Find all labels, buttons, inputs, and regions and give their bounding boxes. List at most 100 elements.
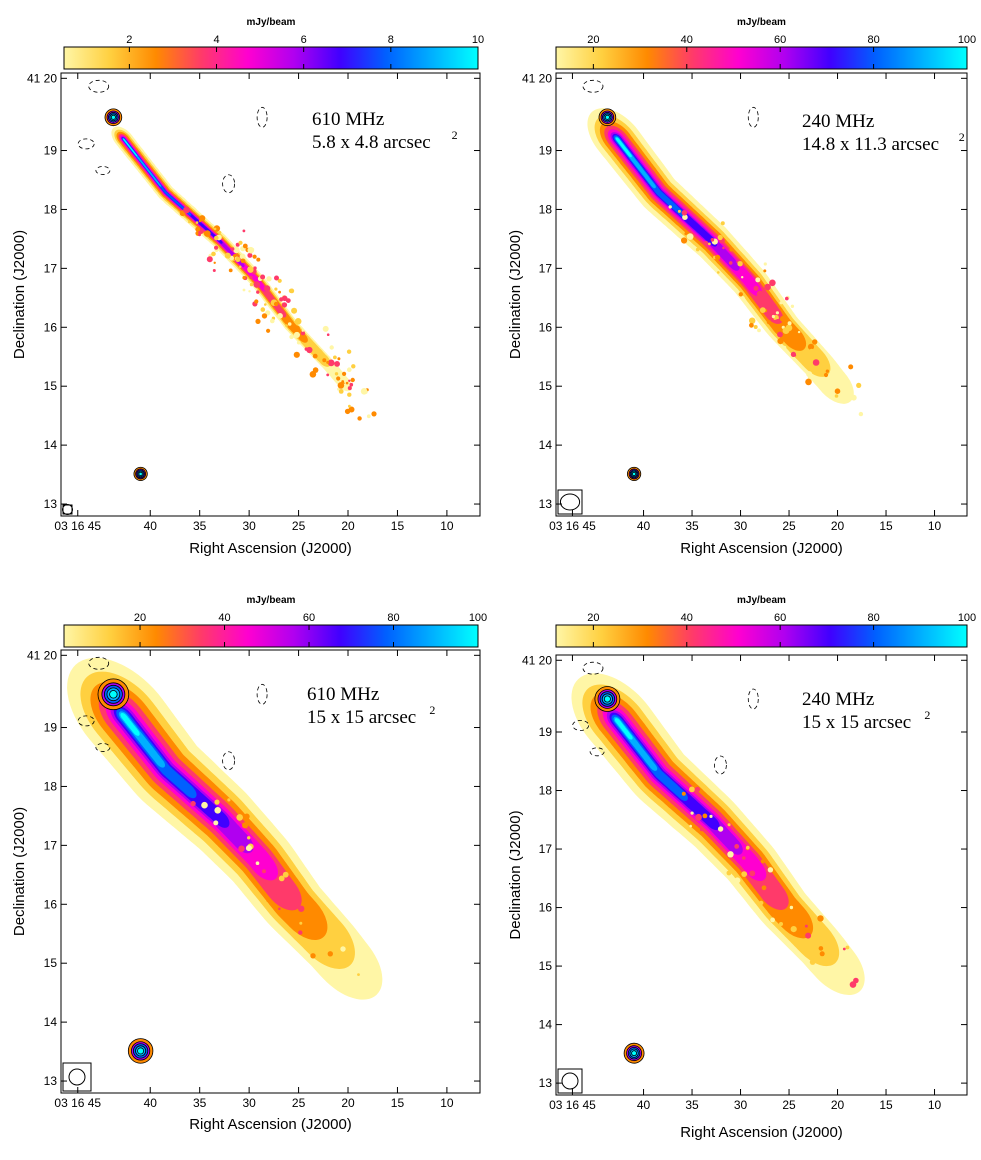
emission-knot — [211, 251, 216, 257]
emission-knot — [684, 232, 688, 236]
emission-knot — [342, 371, 347, 376]
colorbar-tick-label: 40 — [681, 34, 693, 46]
emission-knot — [266, 898, 271, 903]
emission-knot — [296, 340, 301, 345]
x-tick-label: 40 — [144, 519, 158, 533]
emission-knot — [858, 411, 864, 417]
emission-knot — [753, 325, 758, 329]
y-tick-label: 17 — [539, 261, 553, 275]
emission-knot — [227, 798, 231, 802]
colorbar-tick-label: 80 — [387, 612, 399, 624]
emission-knot — [779, 301, 783, 305]
y-tick-label: 15 — [539, 959, 553, 973]
emission-knot — [351, 364, 356, 369]
core-source — [603, 695, 611, 703]
x-tick-label: 03 16 45 — [549, 1098, 596, 1112]
x-tick-label: 10 — [440, 519, 454, 533]
frequency-annotation: 240 MHz — [802, 111, 874, 132]
emission-knot — [278, 907, 281, 911]
negative-contour — [95, 166, 111, 175]
emission-knot — [357, 416, 362, 421]
emission-knot — [249, 276, 253, 279]
panel-3: mJy/beam 20 40 60 80 100 03 16 45 40 35 30 25 20 15 1… — [11, 595, 487, 1133]
emission-knot — [720, 221, 725, 226]
colorbar-tick-label: 80 — [867, 34, 879, 46]
y-tick-label: 41 20 — [522, 653, 552, 667]
emission-knot — [668, 205, 672, 209]
emission-knot — [238, 240, 243, 245]
emission-knot — [274, 287, 278, 291]
x-tick-label: 30 — [734, 519, 748, 533]
emission-knot — [717, 234, 723, 241]
emission-knot — [334, 361, 340, 367]
colorbar-tick-label: 60 — [303, 612, 315, 624]
emission-knot — [681, 791, 686, 796]
emission-knot — [817, 915, 824, 922]
emission-knot — [287, 322, 292, 326]
core-source — [110, 114, 116, 120]
emission-knot — [794, 328, 798, 332]
emission-knot — [777, 331, 783, 338]
x-tick-label: 20 — [831, 519, 845, 533]
emission-knot — [255, 318, 261, 324]
emission-knot — [818, 946, 824, 951]
emission-knot — [326, 360, 330, 364]
emission-knot — [201, 801, 208, 809]
emission-knot — [812, 339, 818, 345]
y-tick-label: 15 — [44, 379, 58, 393]
emission-knot — [759, 307, 766, 313]
y-tick-label: 13 — [44, 1074, 58, 1088]
emission-knot — [252, 254, 257, 259]
y-tick-label: 16 — [44, 897, 58, 911]
emission-knot — [212, 269, 216, 272]
emission-knot — [242, 276, 246, 280]
emission-knot — [689, 786, 695, 793]
colorbar-tick-label: 10 — [472, 34, 484, 46]
radio-emission-map — [582, 79, 864, 482]
emission-knot — [199, 215, 206, 222]
emission-knot — [814, 376, 820, 382]
emission-knot — [845, 945, 850, 950]
colorbar-tick-label: 100 — [469, 612, 487, 624]
y-tick-label: 13 — [44, 497, 58, 511]
emission-knot — [708, 242, 711, 246]
colorbar-tick-label: 40 — [218, 612, 230, 624]
panel-4: mJy/beam 20 40 60 80 100 03 16 45 40 35 30 25 20 15 1… — [507, 595, 976, 1141]
x-tick-label: 35 — [193, 519, 207, 533]
emission-knot — [793, 354, 797, 357]
x-tick-label: 15 — [879, 519, 893, 533]
emission-knot — [728, 261, 733, 265]
resolution-exponent: 2 — [959, 130, 965, 144]
emission-knot — [347, 386, 352, 391]
emission-knot — [333, 355, 337, 360]
emission-knot — [277, 278, 282, 283]
emission-knot — [715, 254, 721, 260]
jet-emission-blob — [741, 855, 767, 882]
emission-knot — [764, 283, 771, 291]
emission-knot — [274, 275, 279, 281]
emission-knot — [806, 371, 813, 378]
negative-contour — [256, 106, 268, 128]
emission-knot — [703, 240, 709, 246]
emission-knot — [805, 932, 812, 939]
emission-knot — [276, 890, 283, 898]
emission-knot — [195, 226, 201, 232]
emission-knot — [686, 233, 694, 240]
colorbar-tick-label: 60 — [774, 34, 786, 46]
emission-knot — [856, 382, 862, 388]
jet-emission-blob — [649, 762, 658, 771]
y-tick-label: 19 — [539, 144, 553, 158]
beam-ellipse — [559, 493, 581, 511]
emission-knot — [213, 227, 217, 231]
emission-knot — [233, 246, 240, 254]
emission-knot — [266, 276, 272, 282]
emission-knot — [261, 313, 268, 319]
emission-knot — [710, 238, 715, 242]
jet-emission-blob — [705, 815, 720, 831]
emission-knot — [809, 959, 816, 965]
emission-knot — [350, 377, 355, 383]
emission-knot — [243, 813, 250, 820]
emission-knot — [195, 221, 199, 224]
emission-knot — [785, 296, 789, 301]
emission-knot — [755, 277, 761, 283]
